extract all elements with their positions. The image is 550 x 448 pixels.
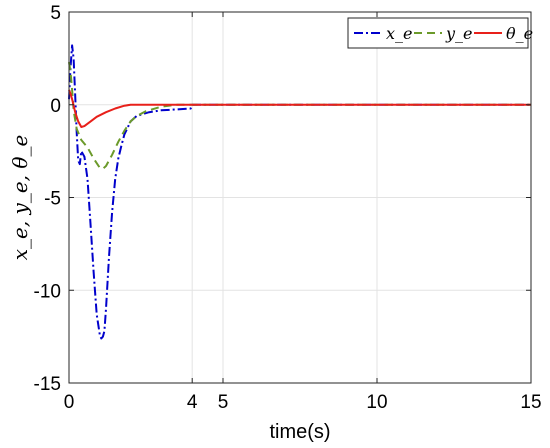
legend-label-2: θ_e [506, 24, 533, 43]
y-tick-label: -10 [34, 281, 61, 302]
legend-label-1: y_e [445, 24, 473, 43]
series-line-1 [68, 61, 531, 170]
x-axis-label: time(s) [269, 421, 330, 443]
x-tick-label: 0 [64, 392, 75, 413]
grid [68, 11, 532, 384]
y-tick-label: -15 [34, 374, 61, 395]
x-tick-label: 10 [366, 392, 387, 413]
series-lines [68, 44, 531, 340]
x-tick-label: 4 [187, 392, 198, 413]
y-tick-label: 0 [50, 96, 61, 117]
y-tick-label: 5 [50, 3, 61, 24]
series-line-2 [68, 89, 531, 128]
legend-label-0: x_e [386, 24, 413, 43]
series-line-0 [68, 44, 531, 340]
y-tick-label: -5 [44, 189, 61, 210]
x-tick-label: 15 [520, 392, 541, 413]
y-ticks: 5 0 -5 -10 -15 [34, 3, 531, 395]
y-axis-label-group: x_e, y_e, θ_e [8, 135, 32, 261]
x-ticks: 0 4 5 10 15 [64, 12, 542, 413]
x-tick-label: 5 [218, 392, 229, 413]
legend: x_e y_e θ_e [347, 17, 533, 49]
y-axis-label: x_e, y_e, θ_e [8, 135, 32, 261]
